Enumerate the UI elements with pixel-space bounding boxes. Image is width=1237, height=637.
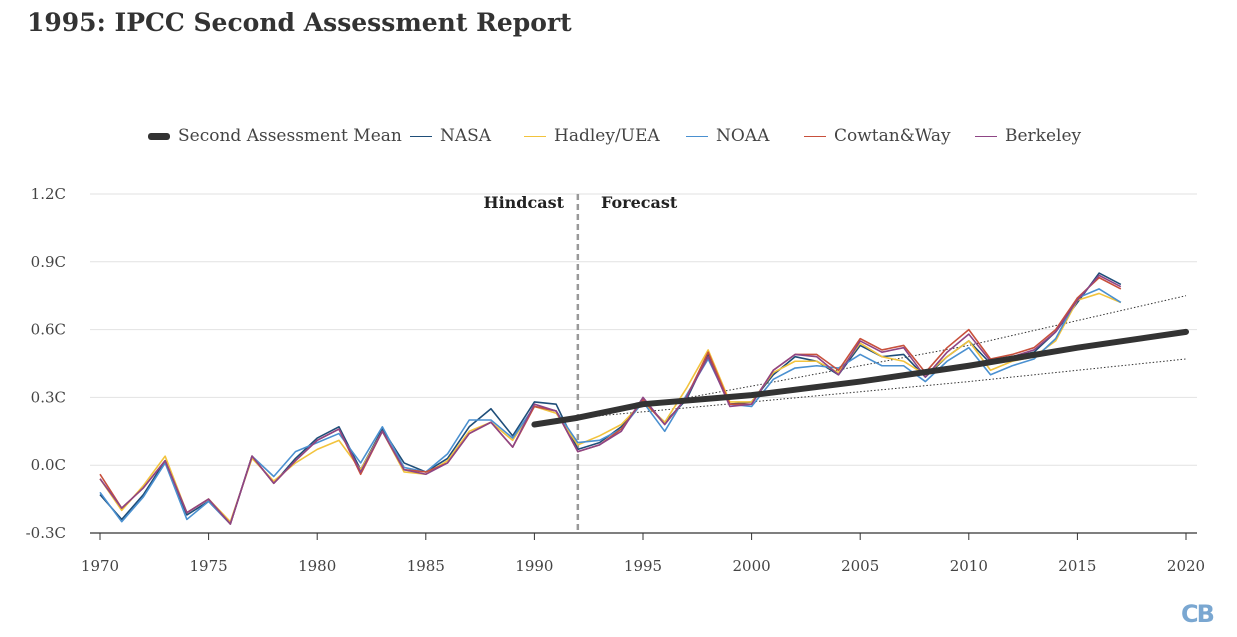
x-tick-label: 2020 — [1167, 557, 1205, 575]
legend: Second Assessment Mean NASA Hadley/UEA N… — [0, 124, 1237, 150]
hindcast-label: Hindcast — [483, 193, 564, 212]
legend-label-cowtan-way: Cowtan&Way — [834, 126, 951, 146]
series-line-cowtan-way — [99, 276, 1122, 525]
mean-series-line — [531, 328, 1189, 428]
chart-title: 1995: IPCC Second Assessment Report — [27, 8, 572, 37]
axes: -0.3C 0.0C 0.3C 0.6C 0.9C 1.2C 1970 1975 1980 198… — [26, 185, 1206, 575]
y-tick-label: 0.6C — [31, 321, 66, 339]
grid — [90, 193, 1197, 466]
y-tick-label: 1.2C — [31, 185, 66, 203]
series-line-nasa — [99, 272, 1122, 525]
series-line-noaa — [99, 288, 1122, 525]
x-tick-label: 1990 — [515, 557, 553, 575]
legend-label-noaa: NOAA — [716, 126, 770, 146]
legend-label-mean: Second Assessment Mean — [178, 126, 402, 146]
band-lower-line — [577, 358, 1187, 419]
x-tick-label: 2010 — [950, 557, 988, 575]
x-tick-label: 2005 — [841, 557, 879, 575]
legend-swatch-berkeley — [975, 136, 997, 137]
legend-label-hadley: Hadley/UEA — [554, 126, 660, 146]
x-tick-label: 1970 — [81, 557, 119, 575]
x-tick-label: 1995 — [624, 557, 662, 575]
legend-swatch-noaa — [686, 136, 708, 137]
y-tick-label: 0.0C — [31, 456, 66, 474]
y-tick-label: -0.3C — [26, 524, 66, 542]
x-tick-label: 2000 — [733, 557, 771, 575]
legend-swatch-nasa — [410, 136, 432, 137]
x-tick-label: 2015 — [1058, 557, 1096, 575]
x-tick-label: 1975 — [190, 557, 228, 575]
observed-series — [99, 272, 1122, 525]
carbon-brief-logo: CB — [1181, 600, 1215, 628]
series-line-berkeley — [99, 274, 1122, 525]
legend-label-berkeley: Berkeley — [1005, 126, 1082, 146]
legend-swatch-mean — [148, 133, 170, 140]
series-line-hadley-uea — [99, 292, 1122, 523]
legend-label-nasa: NASA — [440, 126, 492, 146]
legend-swatch-hadley — [524, 136, 546, 137]
y-tick-label: 0.9C — [31, 253, 66, 271]
x-tick-label: 1985 — [407, 557, 445, 575]
x-tick-label: 1980 — [298, 557, 336, 575]
y-tick-label: 0.3C — [31, 388, 66, 406]
legend-swatch-cowtan-way — [804, 136, 826, 137]
mean-series — [531, 328, 1189, 428]
forecast-label: Forecast — [601, 193, 678, 212]
